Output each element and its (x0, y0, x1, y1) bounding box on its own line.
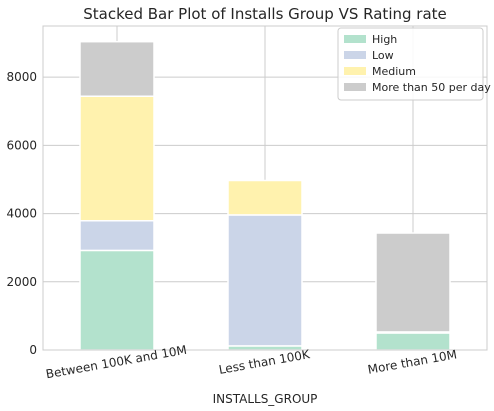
bar-segment-high (79, 249, 155, 351)
legend-swatch (344, 35, 366, 43)
chart-title: Stacked Bar Plot of Installs Group VS Ra… (83, 5, 447, 23)
bar-segment-high (375, 332, 451, 351)
legend-swatch (344, 51, 366, 59)
legend-swatch (344, 83, 366, 91)
y-tick-label: 0 (29, 343, 37, 357)
y-tick-label: 4000 (6, 207, 37, 221)
bar-segment-medium (227, 179, 303, 216)
bar-segment-low (79, 219, 155, 252)
bar-segment-low (227, 214, 303, 347)
legend-swatch (344, 67, 366, 75)
legend-entry: High (372, 33, 397, 46)
y-tick-label: 6000 (6, 138, 37, 152)
bar-segment-more-than-50-per-day (375, 232, 451, 333)
y-tick-label: 8000 (6, 70, 37, 84)
legend: High Low Medium More than 50 per day (337, 27, 491, 101)
bar-segment-more-than-50-per-day (79, 40, 155, 98)
x-axis-label: INSTALLS_GROUP (213, 392, 318, 406)
legend-entry: Medium (372, 65, 416, 78)
plot-frame (42, 25, 488, 351)
x-tick-label: More than 10M (367, 347, 458, 376)
x-tick-label: Less than 100K (218, 347, 312, 377)
bar-segment-medium (79, 95, 155, 222)
legend-entry: Low (372, 49, 394, 62)
bars (79, 40, 451, 351)
legend-entry: More than 50 per day (372, 81, 491, 94)
legend-box (337, 27, 484, 101)
y-tick-label: 2000 (6, 275, 37, 289)
